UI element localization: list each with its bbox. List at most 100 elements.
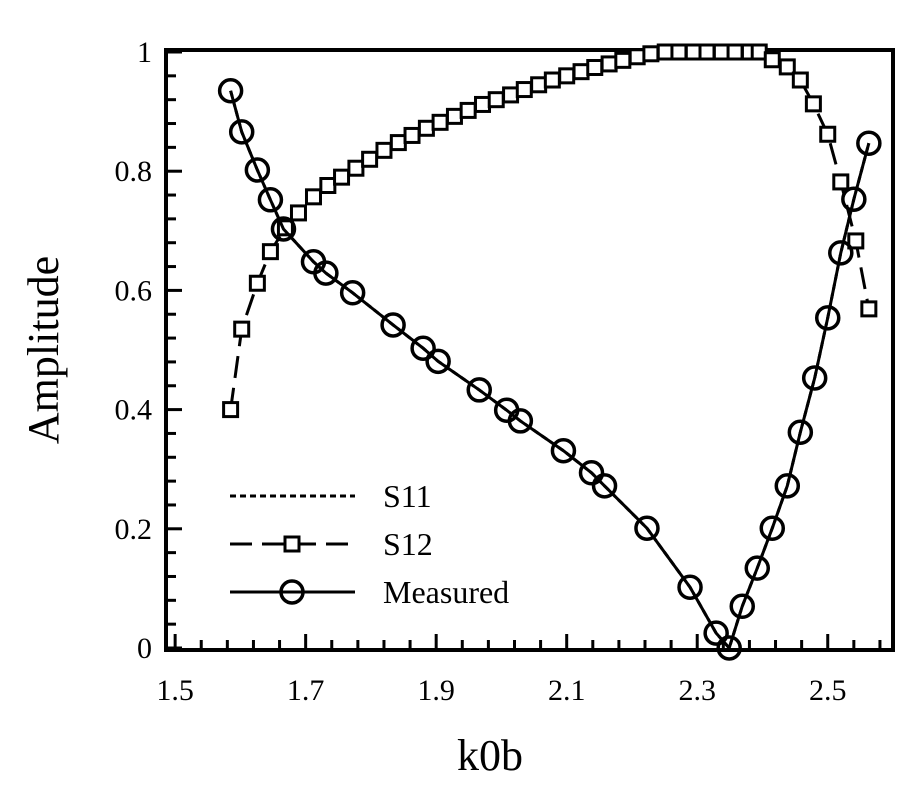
square-marker [698, 43, 716, 61]
x-axis-title: k0b [457, 731, 523, 780]
square-marker [684, 43, 702, 61]
circle-marker [578, 460, 605, 486]
square-marker [572, 63, 590, 81]
square-marker [459, 101, 477, 119]
circle-marker [774, 473, 801, 499]
square-marker [642, 45, 660, 63]
circle-marker [217, 77, 244, 104]
series-measured [217, 77, 882, 661]
square-marker [791, 71, 809, 89]
circle-marker [759, 515, 786, 541]
square-marker [261, 243, 279, 261]
circle-marker [313, 260, 339, 286]
x-tick-label: 1.9 [417, 674, 455, 707]
square-marker [558, 67, 576, 85]
square-marker [670, 43, 688, 61]
legend-square-icon [283, 535, 301, 553]
square-marker [656, 43, 674, 61]
circle-marker [507, 408, 534, 434]
x-tick-label: 1.7 [287, 674, 325, 707]
legend: S11 S12 Measured [230, 478, 509, 610]
circle-marker [828, 240, 854, 266]
square-marker [233, 320, 251, 338]
square-marker [600, 55, 618, 73]
circle-marker [716, 635, 742, 661]
circle-marker [801, 365, 828, 391]
legend-label: S12 [383, 526, 433, 562]
series-line-s11 [229, 90, 871, 651]
square-marker [778, 58, 796, 76]
circle-marker [244, 157, 271, 183]
series-layer [217, 43, 882, 661]
square-marker [222, 401, 240, 419]
square-marker [445, 107, 463, 125]
circle-marker [270, 216, 297, 242]
circle-marker [425, 348, 451, 375]
legend-item-measured: Measured [230, 574, 509, 610]
square-marker [304, 188, 322, 206]
square-marker [543, 71, 561, 89]
x-tick-label: 1.5 [156, 674, 194, 707]
square-marker [417, 119, 435, 137]
square-marker [347, 159, 365, 177]
square-marker [474, 95, 492, 113]
y-tick-label: 0.2 [115, 513, 153, 546]
circle-marker [787, 419, 814, 445]
legend-label: S11 [383, 478, 432, 514]
square-marker [847, 232, 865, 250]
circle-marker [550, 437, 577, 464]
x-tick-label: 2.3 [678, 674, 716, 707]
square-marker [502, 86, 520, 104]
square-marker [819, 125, 837, 143]
y-tick-label: 0 [137, 632, 152, 665]
legend-circle-icon [279, 579, 305, 605]
legend-label: Measured [383, 574, 509, 610]
square-marker [860, 300, 878, 318]
circle-marker [634, 515, 660, 541]
y-tick-label: 0.6 [115, 274, 153, 307]
circle-marker [677, 574, 703, 600]
square-marker [804, 95, 822, 113]
square-marker [628, 48, 646, 66]
square-marker [248, 274, 266, 292]
circle-marker [744, 555, 771, 581]
y-tick-label: 1 [137, 36, 152, 69]
circle-marker [228, 119, 255, 145]
square-marker [375, 141, 393, 159]
square-marker [763, 51, 781, 69]
y-axis-title: Amplitude [19, 256, 68, 444]
y-tick-label: 0.4 [115, 394, 153, 427]
square-marker [712, 43, 730, 61]
plot-frame [164, 48, 895, 652]
legend-item-s12: S12 [230, 526, 433, 562]
square-marker [361, 150, 379, 168]
circle-marker [856, 130, 882, 156]
circle-marker [466, 377, 492, 403]
square-marker [333, 168, 351, 186]
series-line-measured [229, 90, 871, 651]
series-line-s12 [229, 50, 871, 410]
series-s12 [222, 43, 878, 419]
circle-marker [729, 593, 755, 620]
square-marker [614, 51, 632, 69]
circle-marker [257, 187, 284, 213]
circle-marker [410, 335, 436, 361]
square-marker [530, 76, 548, 94]
circle-marker [591, 473, 618, 499]
y-tick-label: 0.8 [115, 155, 153, 188]
legend-item-s11: S11 [230, 478, 432, 514]
square-marker [832, 173, 850, 191]
circle-marker [339, 280, 366, 306]
square-marker [586, 58, 604, 76]
series-s11 [229, 90, 871, 651]
circle-marker [814, 305, 841, 331]
x-tick-label: 2.1 [548, 674, 586, 707]
square-marker [726, 43, 744, 61]
square-marker [431, 113, 449, 131]
square-marker [319, 177, 337, 195]
circle-marker [703, 620, 729, 646]
square-marker [403, 126, 421, 144]
axis-ticks: 1.5 1.7 1.9 2.1 2.3 2.5 0 0.2 0.4 0.6 0.8 1 [115, 36, 882, 707]
circle-marker [380, 312, 406, 338]
